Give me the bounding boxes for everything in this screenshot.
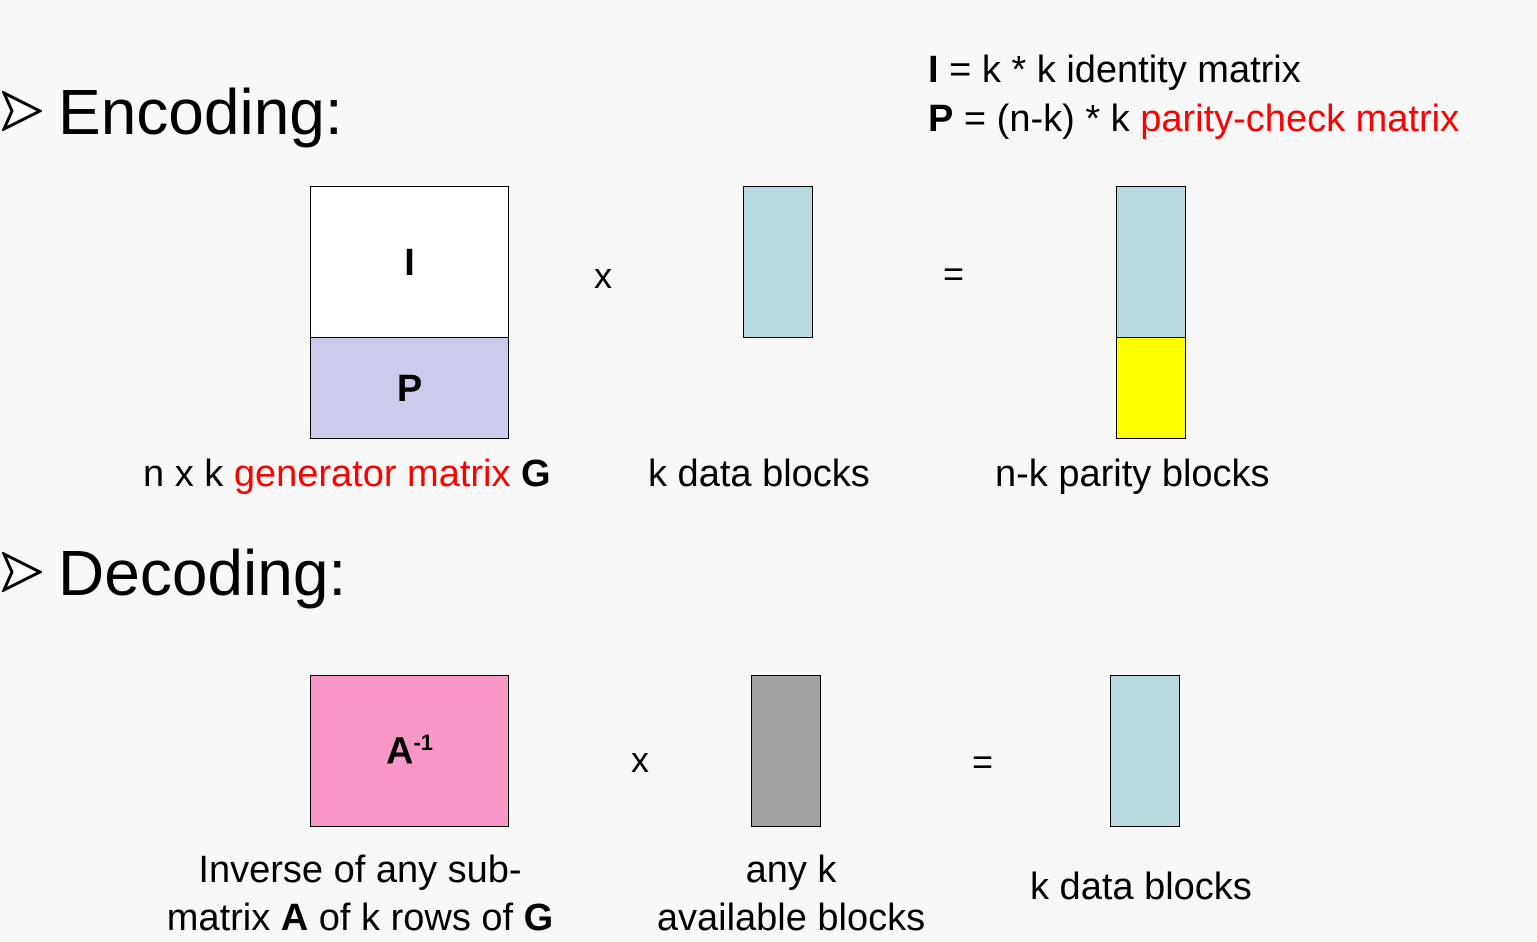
decoding-heading-text: Decoding: [58, 537, 347, 609]
inverse-submatrix-block [310, 675, 509, 827]
matrix-legend: I = k * k identity matrix P = (n-k) * k … [928, 46, 1459, 144]
parity-label: P [396, 368, 423, 410]
data-blocks-vector [743, 186, 813, 338]
available-blocks-vector [751, 675, 821, 827]
legend-parity: P = (n-k) * k parity-check matrix [928, 98, 1460, 140]
arrowhead-bullet-icon [2, 552, 42, 593]
legend-identity: I = k * k identity matrix [928, 49, 1301, 91]
encoding-multiply-sign: x [594, 255, 612, 296]
data-blocks-caption: k data blocks [648, 453, 870, 495]
inverse-matrix-label: A-1 [385, 730, 433, 773]
parity-blocks-caption: n-k parity blocks [995, 453, 1270, 495]
result-parity-part [1116, 337, 1186, 439]
inverse-submatrix-caption: Inverse of any sub- matrix A of k rows o… [166, 849, 554, 939]
encoding-heading-text: Encoding: [58, 76, 343, 148]
available-blocks-caption: any k available blocks [656, 849, 926, 939]
result-data-part [1116, 186, 1186, 339]
arrowhead-bullet-icon [2, 91, 42, 132]
recovered-data-caption: k data blocks [1030, 866, 1252, 908]
identity-label: I [404, 242, 415, 284]
encoding-heading: Encoding: [2, 80, 343, 144]
decoding-multiply-sign: x [631, 739, 649, 780]
recovered-data-blocks-vector [1110, 675, 1180, 827]
parity-check-matrix-block [310, 337, 509, 439]
decoding-heading: Decoding: [2, 541, 346, 605]
generator-matrix-caption: n x k generator matrix G [143, 453, 551, 495]
encoding-equals-sign: = [943, 253, 965, 294]
identity-matrix-block [310, 186, 509, 339]
decoding-equals-sign: = [972, 741, 994, 782]
